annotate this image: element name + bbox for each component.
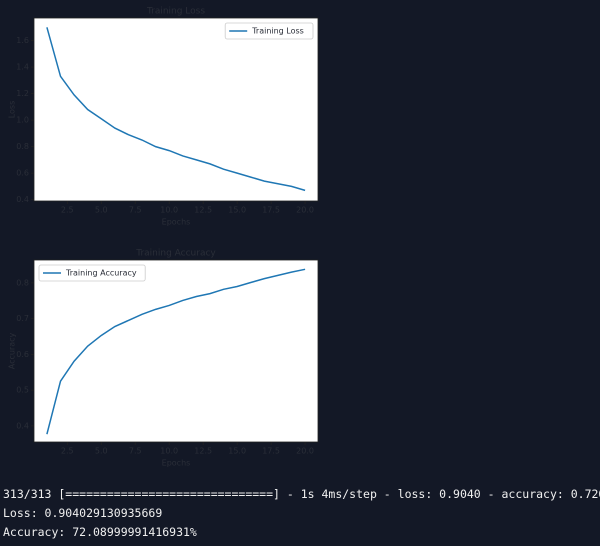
- legend-label: Training Accuracy: [65, 269, 137, 278]
- y-axis-label: Accuracy: [8, 332, 17, 369]
- x-tick-label: 15.0: [228, 206, 246, 215]
- y-tick-label: 0.6: [16, 169, 29, 178]
- y-tick-label: 1.2: [16, 89, 29, 98]
- output-line: 313/313 [==============================]…: [3, 487, 600, 501]
- chart-title: Training Loss: [146, 7, 205, 17]
- plot-area: [33, 17, 319, 202]
- x-tick-label: 17.5: [262, 206, 280, 215]
- output-line: Loss: 0.904029130935669: [3, 506, 163, 520]
- plot-area: [33, 259, 319, 443]
- y-tick-label: 0.8: [16, 142, 29, 151]
- y-tick-label: 0.4: [16, 195, 29, 204]
- figure: Training Loss Epochs Loss 2.5 5.0 7.5 10.0 12.5…: [8, 7, 319, 468]
- y-tick-label: 0.7: [16, 314, 29, 323]
- data-line: [46, 268, 306, 435]
- x-tick-label: 17.5: [262, 447, 280, 456]
- x-axis-label: Epochs: [162, 218, 191, 227]
- y-axis-label: Loss: [8, 101, 17, 119]
- x-tick-label: 2.5: [61, 206, 74, 215]
- output-line: Accuracy: 72.08999991416931%: [3, 525, 197, 539]
- legend-box: [224, 22, 314, 40]
- x-axis-label: Epochs: [162, 459, 191, 468]
- y-tick-label: 1.0: [16, 116, 29, 125]
- x-tick-label: 12.5: [194, 206, 212, 215]
- data-line: [46, 27, 306, 192]
- y-tick-label: 0.4: [16, 421, 29, 430]
- y-tick-label: 0.5: [16, 386, 29, 395]
- x-tick-label: 5.0: [95, 447, 108, 456]
- legend-label: Training Loss: [251, 27, 304, 36]
- x-tick-label: 2.5: [61, 447, 74, 456]
- y-tick-label: 0.8: [16, 278, 29, 287]
- y-tick-label: 0.6: [16, 350, 29, 359]
- x-tick-label: 10.0: [160, 206, 178, 215]
- x-tick-label: 20.0: [296, 447, 314, 456]
- chart-title: Training Accuracy: [135, 249, 216, 259]
- x-tick-label: 5.0: [95, 206, 108, 215]
- y-tick-label: 1.4: [16, 63, 29, 72]
- y-tick-label: 1.6: [16, 36, 29, 45]
- x-tick-label: 7.5: [129, 447, 142, 456]
- x-tick-label: 20.0: [296, 206, 314, 215]
- x-tick-label: 10.0: [160, 447, 178, 456]
- x-tick-label: 7.5: [129, 206, 142, 215]
- x-tick-label: 15.0: [228, 447, 246, 456]
- legend-box: [38, 264, 146, 282]
- x-tick-label: 12.5: [194, 447, 212, 456]
